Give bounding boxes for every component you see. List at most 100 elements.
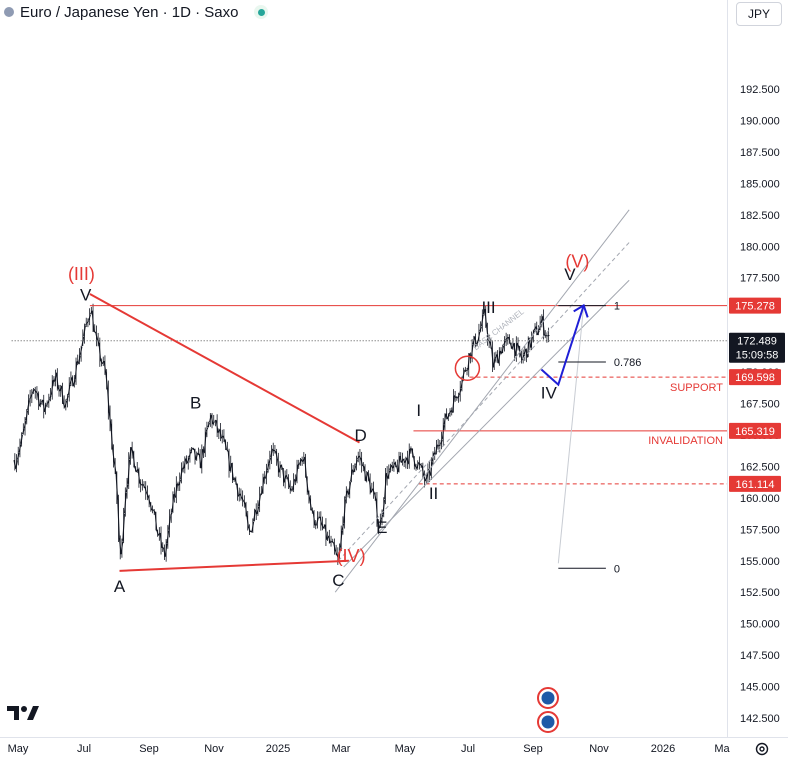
candle-body bbox=[334, 549, 338, 556]
wave-label: (III) bbox=[68, 264, 95, 284]
candle-body bbox=[174, 483, 178, 498]
price-tick-label: 150.000 bbox=[740, 619, 780, 631]
candle-body bbox=[479, 326, 482, 332]
candle-body bbox=[384, 473, 387, 500]
candle-body bbox=[319, 516, 323, 525]
candle-body bbox=[98, 343, 102, 361]
candle-body bbox=[363, 466, 367, 482]
candle-body bbox=[72, 380, 76, 386]
candle-body bbox=[164, 543, 168, 557]
candle-body bbox=[182, 467, 185, 470]
candle-body bbox=[74, 361, 78, 380]
candle-body bbox=[246, 515, 250, 528]
candle-body bbox=[149, 502, 153, 511]
settings-gear-icon[interactable] bbox=[754, 741, 770, 757]
price-tick-label: 142.500 bbox=[740, 713, 780, 725]
tradingview-logo[interactable] bbox=[6, 704, 40, 722]
candle-body bbox=[180, 468, 183, 480]
candle-body bbox=[537, 330, 540, 335]
candle-body bbox=[378, 520, 382, 528]
candle-body bbox=[355, 459, 358, 466]
price-tick-label: 157.500 bbox=[740, 524, 780, 536]
candle-body bbox=[343, 499, 346, 523]
visibility-eye-icon[interactable] bbox=[254, 5, 269, 19]
candle-body bbox=[387, 470, 391, 479]
price-tag-label: 169.598 bbox=[735, 372, 775, 384]
candle-body bbox=[120, 541, 124, 554]
candle-body bbox=[30, 392, 34, 397]
time-tick-label: 2026 bbox=[651, 743, 675, 755]
candle-body bbox=[380, 514, 384, 520]
price-tick-label: 192.500 bbox=[740, 84, 780, 96]
candle-body bbox=[375, 499, 379, 524]
candle-body bbox=[339, 530, 343, 548]
candle-body bbox=[39, 402, 42, 406]
candle-body bbox=[295, 464, 299, 481]
level-label: SUPPORT bbox=[670, 382, 723, 394]
candle-body bbox=[280, 464, 284, 469]
candle-body bbox=[321, 523, 324, 529]
candle-body bbox=[275, 451, 278, 460]
triangle-boundary-line bbox=[119, 559, 350, 572]
price-tick-label: 155.000 bbox=[740, 556, 780, 568]
candle-body bbox=[545, 334, 548, 337]
price-tag-bg bbox=[729, 475, 781, 492]
candle-body bbox=[265, 470, 268, 479]
price-tick-label: 177.500 bbox=[740, 273, 780, 285]
candle-body bbox=[353, 466, 357, 472]
candle-body bbox=[272, 448, 275, 452]
wave-label: V bbox=[80, 285, 92, 304]
highlight-circle bbox=[454, 355, 481, 382]
candle-body bbox=[186, 457, 190, 463]
candle-body bbox=[299, 459, 302, 465]
candle-body bbox=[166, 530, 170, 544]
candle-body bbox=[438, 444, 441, 447]
candle-body bbox=[497, 351, 501, 363]
candle-body bbox=[200, 449, 204, 468]
candle-body bbox=[270, 449, 273, 458]
fib-level-label: 0 bbox=[614, 563, 620, 575]
candle-body bbox=[239, 493, 243, 499]
candle-body bbox=[122, 513, 125, 541]
candle-body bbox=[491, 348, 494, 368]
chart-title[interactable]: Euro / Japanese Yen · 1D · Saxo bbox=[20, 3, 239, 21]
candle-body bbox=[305, 476, 309, 492]
last-price-tag-bg bbox=[729, 332, 785, 363]
candle-body bbox=[123, 492, 127, 514]
currency-button[interactable]: JPY bbox=[736, 2, 782, 26]
candle-body bbox=[88, 314, 91, 321]
projection-path bbox=[540, 305, 585, 387]
candle-body bbox=[508, 336, 511, 345]
price-tick-label: 187.500 bbox=[740, 147, 780, 159]
candle-body bbox=[25, 410, 29, 421]
candle-body bbox=[236, 484, 239, 497]
candle-body bbox=[494, 354, 498, 359]
candle-body bbox=[462, 370, 465, 378]
price-tags-layer: 175.278 169.598 165.319 161.114 172.489 15:09… bbox=[537, 297, 785, 733]
candle-body bbox=[316, 517, 319, 525]
candle-body bbox=[356, 456, 360, 460]
candle-body bbox=[110, 424, 114, 450]
candle-body bbox=[263, 476, 266, 480]
candle-body bbox=[176, 483, 180, 486]
candle-body bbox=[297, 463, 300, 466]
candle-body bbox=[113, 461, 117, 474]
wave-label: II bbox=[429, 484, 438, 503]
event-marker-inner bbox=[541, 691, 555, 705]
candle-body bbox=[450, 410, 453, 414]
candle-body bbox=[441, 425, 445, 440]
price-tag-bg bbox=[729, 297, 781, 314]
candle-body bbox=[389, 465, 392, 471]
candle-body bbox=[256, 506, 260, 514]
candle-body bbox=[370, 488, 374, 493]
time-tick-label: May bbox=[8, 743, 29, 755]
candle-body bbox=[514, 343, 518, 356]
candle-body bbox=[489, 341, 493, 350]
candle-body bbox=[421, 465, 425, 476]
candle-body bbox=[341, 523, 345, 530]
candle-body bbox=[146, 492, 149, 498]
candle-body bbox=[435, 445, 438, 455]
candle-body bbox=[282, 468, 285, 483]
